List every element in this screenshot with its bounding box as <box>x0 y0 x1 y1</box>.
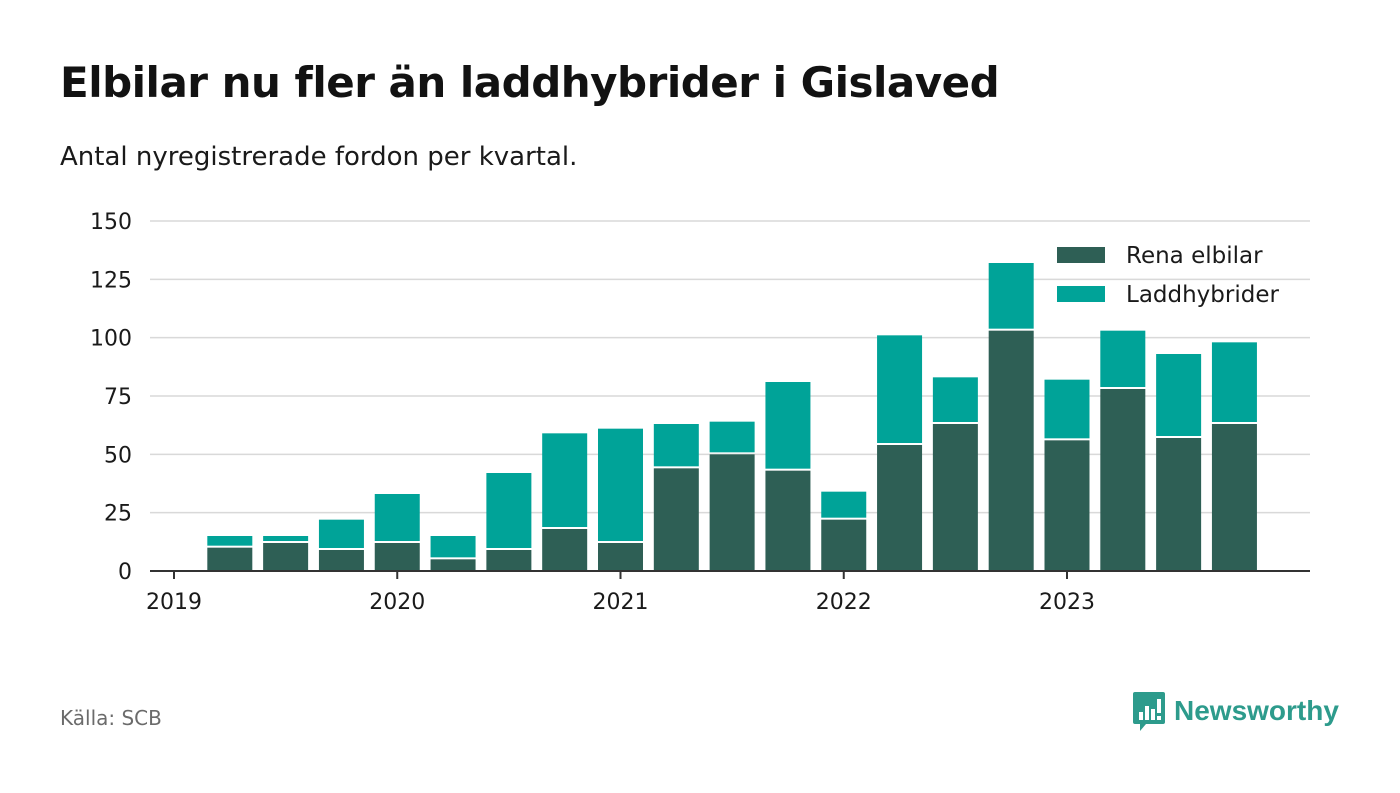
bar-laddhybrider <box>1156 354 1202 436</box>
bar-rena-elbilar <box>653 468 699 571</box>
bar-rena-elbilar <box>932 424 978 571</box>
bar-rena-elbilar <box>988 330 1034 571</box>
bar-laddhybrider <box>263 536 309 541</box>
bar-laddhybrider <box>821 491 867 518</box>
bar-rena-elbilar <box>598 543 643 571</box>
bar-laddhybrider <box>207 536 253 546</box>
legend-rena-elbilar-label: Rena elbilar <box>1126 243 1263 269</box>
bar-laddhybrider <box>1211 342 1257 422</box>
newsworthy-icon <box>1133 692 1165 731</box>
bar-rena-elbilar <box>542 529 588 571</box>
bar-laddhybrider <box>374 494 420 541</box>
bar-laddhybrider <box>988 263 1034 329</box>
x-tick-label: 2020 <box>369 590 425 615</box>
y-tick-label: 100 <box>90 327 132 352</box>
bar-laddhybrider <box>653 424 699 467</box>
brand-name: Newsworthy <box>1174 695 1339 726</box>
legend-laddhybrider-swatch <box>1057 286 1105 302</box>
bar-laddhybrider <box>932 377 978 422</box>
bar-laddhybrider <box>542 433 588 527</box>
bar-laddhybrider <box>765 382 811 469</box>
bar-laddhybrider <box>318 519 364 548</box>
y-tick-label: 50 <box>104 443 132 468</box>
bar-rena-elbilar <box>374 543 420 571</box>
newsworthy-logo: Newsworthy <box>1132 690 1339 732</box>
y-tick-label: 0 <box>118 560 132 585</box>
legend-laddhybrider-label: Laddhybrider <box>1126 282 1279 308</box>
bar-rena-elbilar <box>318 550 364 571</box>
legend-rena-elbilar-swatch <box>1057 247 1105 263</box>
bar-laddhybrider <box>877 335 923 443</box>
x-tick-label: 2023 <box>1039 590 1095 615</box>
chart-title: Elbilar nu fler än laddhybrider i Gislav… <box>60 58 1000 107</box>
bar-rena-elbilar <box>1100 389 1146 571</box>
bar-rena-elbilar <box>207 547 253 571</box>
x-tick-label: 2019 <box>146 590 202 615</box>
x-tick-label: 2021 <box>593 590 649 615</box>
bar-rena-elbilar <box>1156 438 1202 571</box>
bar-laddhybrider <box>430 536 476 558</box>
bar-rena-elbilar <box>263 543 309 571</box>
chart-subtitle: Antal nyregistrerade fordon per kvartal. <box>60 142 578 172</box>
bar-rena-elbilar <box>877 445 923 571</box>
bar-laddhybrider <box>709 421 755 453</box>
x-tick-label: 2022 <box>816 590 872 615</box>
bar-rena-elbilar <box>709 454 755 571</box>
source-note: Källa: SCB <box>60 706 162 730</box>
y-tick-label: 150 <box>90 210 132 235</box>
bar-laddhybrider <box>1044 379 1090 439</box>
y-tick-label: 25 <box>104 502 132 527</box>
bar-rena-elbilar <box>1211 424 1257 571</box>
bar-rena-elbilar <box>486 550 532 571</box>
bar-rena-elbilar <box>765 470 811 571</box>
y-tick-label: 75 <box>104 385 132 410</box>
y-tick-label: 125 <box>90 268 132 293</box>
bar-rena-elbilar <box>821 519 867 571</box>
bar-rena-elbilar <box>1044 440 1090 571</box>
bar-laddhybrider <box>486 473 532 548</box>
bar-laddhybrider <box>598 428 643 541</box>
bar-rena-elbilar <box>430 559 476 571</box>
bar-laddhybrider <box>1100 330 1146 387</box>
